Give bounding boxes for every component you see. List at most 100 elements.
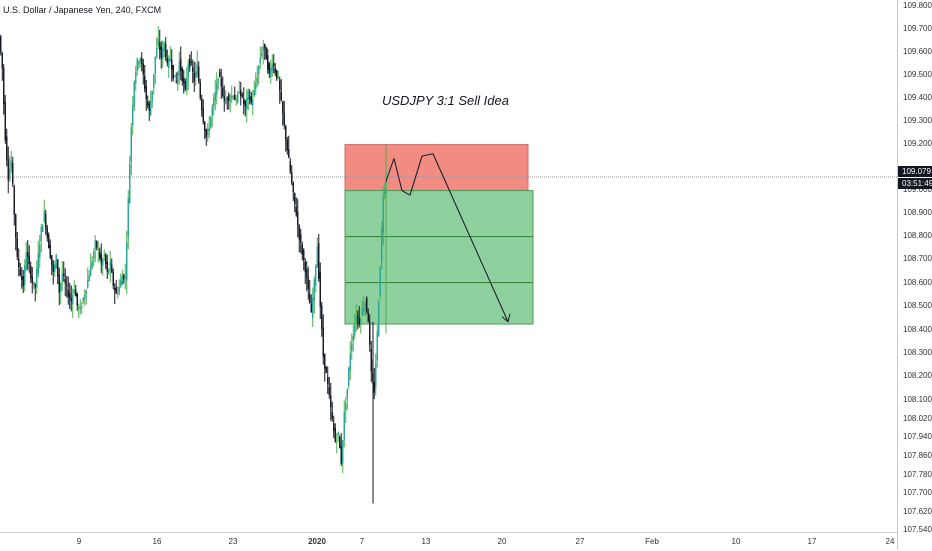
price-tick-label: 107.700	[903, 488, 932, 497]
candle-body	[24, 265, 26, 286]
time-tick-label: 20	[497, 537, 507, 546]
candle-body	[163, 42, 165, 52]
candle-body	[339, 436, 341, 448]
candle-body	[99, 251, 101, 259]
candle-body	[0, 36, 2, 53]
candle-body	[187, 63, 189, 78]
candle-body	[175, 80, 177, 82]
annotation-path-entry-3	[401, 190, 411, 196]
candle-body	[246, 97, 248, 110]
candle-body	[373, 381, 375, 393]
candle-body	[168, 58, 170, 69]
candle-body	[184, 81, 186, 89]
candle-body	[21, 276, 23, 280]
candle-body	[201, 98, 203, 111]
candle-body	[171, 59, 173, 70]
candle-body	[10, 160, 12, 170]
candle-body	[357, 315, 359, 319]
candle-body	[298, 225, 300, 240]
candle-body	[105, 254, 107, 264]
candle-body	[321, 305, 323, 329]
candle-body	[138, 61, 140, 65]
candle-body	[64, 279, 66, 284]
price-tick-label: 108.900	[903, 208, 932, 217]
candle-body	[52, 264, 54, 272]
stop-loss-zone	[344, 144, 529, 192]
candle-body	[378, 301, 380, 337]
time-tick-label: 2020	[308, 537, 326, 546]
candle-body	[130, 127, 132, 163]
candle-body	[289, 161, 291, 172]
candle-body	[379, 266, 381, 297]
candle-body	[114, 288, 116, 291]
candle-body	[178, 61, 180, 76]
candle-body	[70, 297, 72, 302]
candle-body	[340, 446, 342, 464]
candle-body	[304, 261, 306, 273]
candle-body	[33, 281, 35, 285]
candle-body	[43, 211, 45, 222]
candle-body	[31, 276, 33, 284]
candle-body	[204, 122, 206, 131]
price-tick-label: 107.860	[903, 451, 932, 460]
candle-body	[4, 102, 6, 141]
candle-body	[342, 439, 344, 464]
candle-body	[313, 279, 315, 301]
candle-body	[112, 271, 114, 286]
candle-body	[7, 159, 9, 180]
candle-body	[133, 81, 135, 107]
candle-body	[370, 349, 372, 372]
candle-body	[13, 186, 15, 215]
candle-body	[172, 65, 174, 79]
candle-body	[61, 273, 63, 282]
candle-body	[198, 66, 200, 82]
candle-body	[109, 261, 111, 270]
candle-body	[40, 227, 42, 242]
candle-body	[141, 58, 143, 65]
candle-body	[25, 252, 27, 270]
idea-annotation-label[interactable]: USDJPY 3:1 Sell Idea	[382, 93, 509, 108]
candle-body	[84, 294, 86, 299]
price-axis[interactable]: 109.800 109.700 109.600 109.500 109.400 109.3…	[897, 0, 932, 550]
candle-body	[303, 250, 305, 261]
candle-body	[352, 335, 354, 341]
candle-body	[265, 48, 267, 60]
time-tick-label: 24	[885, 537, 895, 546]
chart-area[interactable]: U.S. Dollar / Japanese Yen, 240, FXCM US…	[0, 0, 897, 532]
time-tick-label: 17	[807, 537, 817, 546]
candle-body	[181, 68, 183, 82]
candle-body	[129, 164, 131, 204]
candle-body	[319, 272, 321, 307]
candle-body	[211, 106, 213, 117]
candle-body	[126, 242, 128, 281]
candle-body	[127, 198, 129, 237]
candle-body	[186, 78, 188, 91]
candle-body	[234, 94, 236, 101]
candle-body	[345, 403, 347, 411]
candle-body	[325, 367, 327, 373]
candle-body	[315, 266, 317, 286]
candle-body	[231, 96, 233, 99]
price-tick-label: 109.800	[903, 1, 932, 10]
candle-body	[238, 92, 240, 94]
candle-body	[279, 80, 281, 91]
candle-body	[174, 75, 176, 77]
candle-body	[6, 136, 8, 160]
time-tick-label: 10	[731, 537, 741, 546]
candle-body	[202, 108, 204, 122]
candle-body	[162, 48, 164, 60]
time-tick-label: 9	[76, 537, 82, 546]
annotation-arrowhead	[501, 313, 511, 323]
candle-body	[165, 44, 167, 58]
time-axis[interactable]: 9 16 23 2020 7 13 20 27 Feb 10 17 24	[0, 532, 897, 551]
price-chart[interactable]	[0, 0, 897, 532]
candle-body	[190, 61, 192, 63]
candle-body	[42, 224, 44, 232]
candle-body	[81, 306, 83, 308]
candle-body	[135, 72, 137, 84]
candle-body	[264, 44, 266, 49]
candle-body	[334, 428, 336, 442]
candle-body	[255, 83, 257, 90]
candle-body	[111, 264, 113, 273]
candle-body	[145, 86, 147, 100]
